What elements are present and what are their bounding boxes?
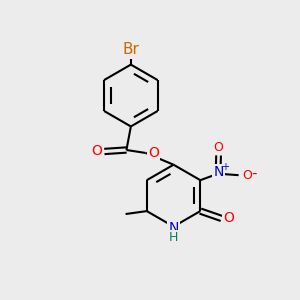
Text: N: N	[214, 165, 224, 179]
Text: +: +	[221, 162, 230, 172]
Text: Br: Br	[122, 42, 139, 57]
Text: H: H	[169, 231, 178, 244]
Text: -: -	[251, 166, 257, 181]
Text: N: N	[168, 221, 179, 235]
Text: O: O	[224, 212, 235, 226]
Text: O: O	[148, 146, 159, 160]
Text: O: O	[91, 145, 102, 158]
Text: O: O	[242, 169, 252, 182]
Text: O: O	[214, 141, 224, 154]
